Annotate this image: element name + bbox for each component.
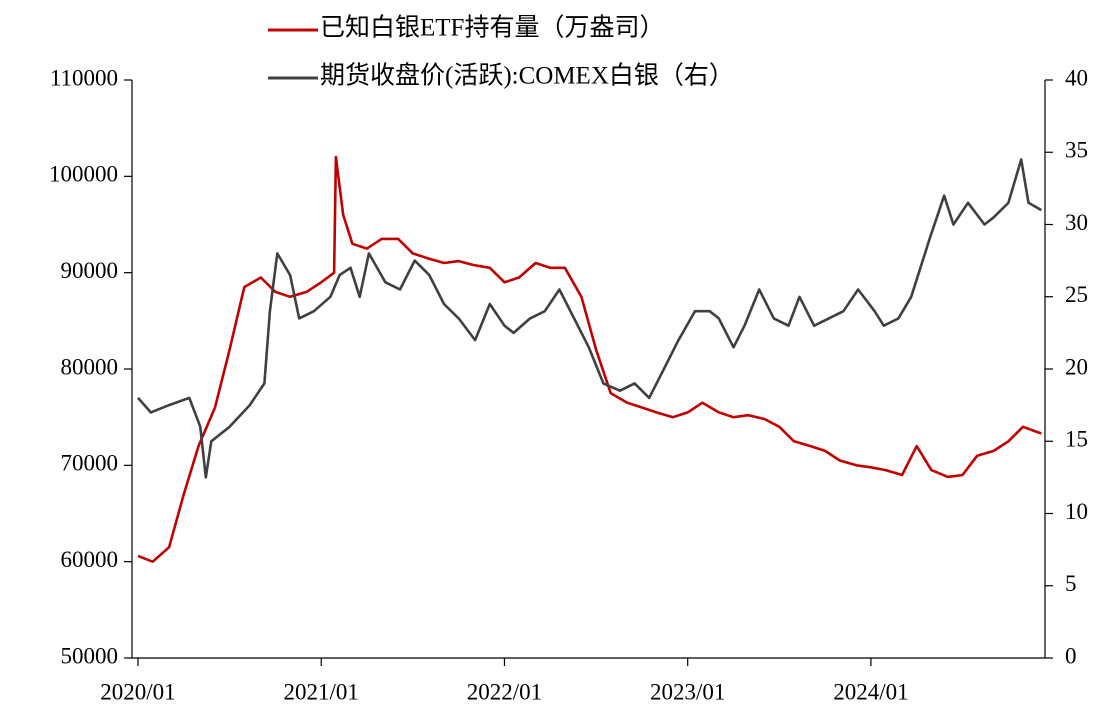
- y-tick-label: 50000: [61, 643, 119, 668]
- y-tick-label: 100000: [49, 162, 118, 187]
- y-tick-label: 60000: [61, 547, 119, 572]
- x-tick-label: 2020/01: [100, 679, 175, 704]
- x-tick-label: 2022/01: [467, 679, 542, 704]
- y2-tick-label: 0: [1065, 643, 1077, 668]
- y2-tick-label: 20: [1065, 354, 1088, 379]
- y2-tick-label: 5: [1065, 571, 1077, 596]
- y2-tick-label: 15: [1065, 427, 1088, 452]
- y-tick-label: 80000: [61, 354, 119, 379]
- y-tick-label: 90000: [61, 258, 119, 283]
- y2-tick-label: 25: [1065, 282, 1088, 307]
- legend-label: 已知白银ETF持有量（万盎司）: [320, 14, 664, 42]
- series-line: [137, 158, 1042, 479]
- x-tick-label: 2021/01: [284, 679, 359, 704]
- series-line: [137, 155, 1042, 563]
- y2-tick-label: 10: [1065, 499, 1088, 524]
- y2-tick-label: 30: [1065, 210, 1088, 235]
- y-tick-label: 70000: [61, 451, 119, 476]
- axes: [131, 80, 1046, 659]
- x-tick-label: 2023/01: [650, 679, 725, 704]
- legend-label: 期货收盘价(活跃):COMEX白银（右）: [320, 62, 734, 90]
- x-tick-label: 2024/01: [833, 679, 908, 704]
- y-tick-label: 110000: [50, 65, 118, 90]
- y2-tick-label: 35: [1065, 138, 1088, 163]
- y2-tick-label: 40: [1065, 65, 1088, 90]
